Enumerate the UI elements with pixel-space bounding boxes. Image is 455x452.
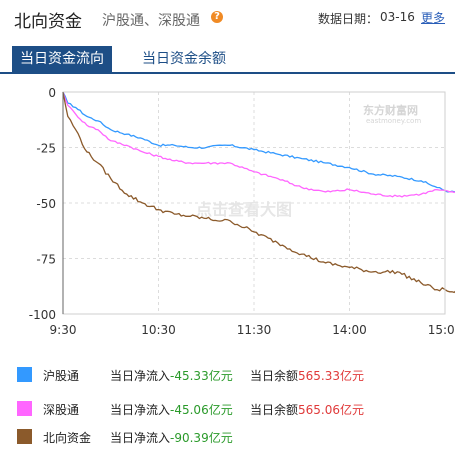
flow-chart[interactable]: 东方财富网 eastmoney.com 点击查看大图 0 -25 -50 -75 -10… xyxy=(0,80,455,350)
tab-daily-balance[interactable]: 当日资金余额 xyxy=(142,51,226,67)
series-layer xyxy=(62,91,455,294)
flow-value: -45.33亿元 xyxy=(170,369,233,383)
legend-swatch-sh xyxy=(17,367,32,382)
series-line-1 xyxy=(62,91,455,193)
more-link[interactable]: 更多 xyxy=(421,11,446,25)
x-tick-label: 15:00 xyxy=(428,323,455,337)
x-tick-label: 14:00 xyxy=(332,323,367,337)
tab-bar: 当日资金流向 当日资金余额 xyxy=(0,46,455,74)
header: 北向资金 沪股通、深股通 ? 数据日期： 03-16 更多 xyxy=(0,0,455,36)
date-value: 03-16 xyxy=(380,10,415,24)
x-tick-label: 11:30 xyxy=(237,323,272,337)
y-tick-label: -25 xyxy=(36,142,56,156)
chart-svg: 东方财富网 eastmoney.com 点击查看大图 0 -25 -50 -75 -10… xyxy=(29,86,455,337)
series-line-3 xyxy=(62,91,455,294)
legend-swatch-north xyxy=(17,429,32,444)
flow-value: -90.39亿元 xyxy=(170,431,233,445)
legend-balance: 当日余额565.33亿元 xyxy=(250,367,364,384)
legend-name: 深股通 xyxy=(43,403,80,417)
tab-daily-flow[interactable]: 当日资金流向 xyxy=(12,46,112,72)
page-subtitle: 沪股通、深股通 xyxy=(102,13,200,29)
balance-value: 565.33亿元 xyxy=(298,369,365,383)
legend-row-sz: 深股通 当日净流入-45.06亿元 当日余额565.06亿元 xyxy=(0,396,455,422)
y-tick-label: 0 xyxy=(48,86,56,100)
watermark-center: 点击查看大图 xyxy=(196,200,292,219)
legend-balance: 当日余额565.06亿元 xyxy=(250,401,364,418)
legend-swatch-sz xyxy=(17,401,32,416)
balance-label: 当日余额 xyxy=(250,369,299,383)
legend-row-north: 北向资金 当日净流入-90.39亿元 xyxy=(0,424,455,450)
date-label: 数据日期： xyxy=(318,12,379,26)
x-tick-label: 10:30 xyxy=(141,323,176,337)
series-line-2 xyxy=(62,91,455,198)
y-tick-label: -75 xyxy=(36,253,56,267)
flow-label: 当日净流入 xyxy=(110,431,171,445)
balance-value: 565.06亿元 xyxy=(298,403,365,417)
page-title: 北向资金 xyxy=(14,12,82,32)
flow-value: -45.06亿元 xyxy=(170,403,233,417)
x-tick-label: 9:30 xyxy=(50,323,77,337)
legend-flow: 当日净流入-45.33亿元 xyxy=(110,367,233,384)
legend-name: 北向资金 xyxy=(43,431,92,445)
legend-flow: 当日净流入-45.06亿元 xyxy=(110,401,233,418)
watermark-layer: 东方财富网 eastmoney.com 点击查看大图 xyxy=(196,103,421,219)
y-tick-label: -100 xyxy=(29,308,56,322)
flow-label: 当日净流入 xyxy=(110,369,171,383)
y-tick-label: -50 xyxy=(36,197,56,211)
legend-row-sh: 沪股通 当日净流入-45.33亿元 当日余额565.33亿元 xyxy=(0,362,455,388)
legend-name: 沪股通 xyxy=(43,369,80,383)
flow-label: 当日净流入 xyxy=(110,403,171,417)
question-icon[interactable]: ? xyxy=(211,11,223,23)
legend-flow: 当日净流入-90.39亿元 xyxy=(110,429,233,446)
watermark-brand: 东方财富网 xyxy=(363,103,418,117)
watermark-url: eastmoney.com xyxy=(366,117,421,125)
balance-label: 当日余额 xyxy=(250,403,299,417)
